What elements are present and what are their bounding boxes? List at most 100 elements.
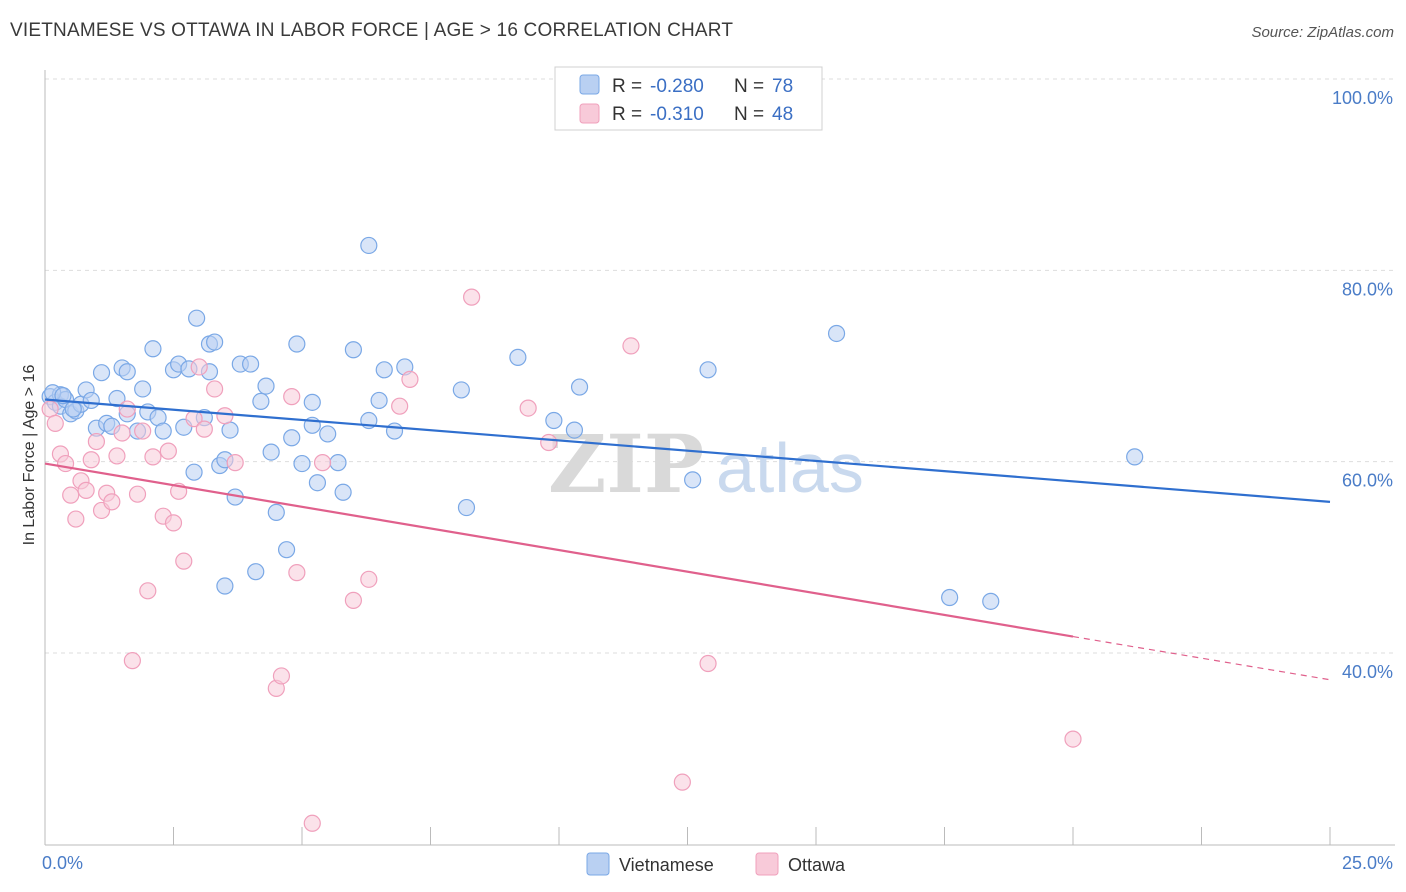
trend-line-ottawa-extension: [1072, 635, 1331, 681]
x-tick-label-end: 25.0%: [1342, 853, 1393, 873]
point-vietnamese: [344, 341, 362, 359]
legend-r-value-1: -0.280: [650, 76, 704, 97]
point-vietnamese: [329, 454, 347, 472]
point-vietnamese: [206, 333, 224, 351]
point-ottawa: [46, 414, 64, 432]
point-vietnamese: [360, 236, 378, 255]
legend-label-vietnamese: Vietnamese: [619, 855, 714, 875]
point-ottawa: [41, 400, 59, 418]
point-ottawa: [108, 447, 126, 465]
point-ottawa: [123, 652, 141, 670]
x-ticks: 0.0% 25.0%: [42, 853, 1393, 873]
legend-n-label-2: N =: [734, 104, 764, 125]
point-ottawa: [206, 380, 224, 398]
point-vietnamese: [565, 421, 584, 439]
point-vietnamese: [221, 421, 239, 439]
point-ottawa: [401, 370, 419, 388]
point-vietnamese: [64, 400, 82, 418]
point-ottawa: [673, 773, 691, 791]
point-vietnamese: [570, 378, 589, 396]
point-vietnamese: [982, 592, 1000, 610]
watermark: ZIP atlas: [548, 417, 864, 511]
point-ottawa: [56, 454, 75, 473]
legend-r-label-1: R =: [612, 76, 642, 97]
point-vietnamese: [134, 380, 152, 398]
point-ottawa: [699, 654, 717, 673]
point-ottawa: [622, 337, 640, 355]
point-ottawa: [77, 481, 95, 499]
point-ottawa: [128, 485, 147, 503]
bottom-swatch-vietnamese: [586, 852, 610, 876]
trend-lines: [44, 398, 1331, 681]
point-vietnamese: [334, 483, 352, 501]
point-ottawa: [82, 451, 100, 469]
point-vietnamese: [257, 377, 275, 395]
y-axis-label: In Labor Force | Age > 16: [21, 365, 38, 546]
point-vietnamese: [288, 335, 306, 353]
point-ottawa: [103, 493, 121, 511]
point-vietnamese: [247, 563, 265, 581]
point-vietnamese: [82, 391, 100, 410]
point-ottawa: [540, 433, 558, 452]
point-vietnamese: [452, 381, 470, 399]
point-vietnamese: [92, 364, 111, 382]
point-vietnamese: [370, 391, 388, 410]
chart-source: Source: ZipAtlas.com: [1251, 24, 1394, 41]
point-ottawa: [134, 422, 152, 440]
trend-line-ottawa: [44, 462, 1074, 638]
point-ottawa: [288, 564, 306, 582]
y-tick-label: 60.0%: [1342, 471, 1393, 491]
point-ottawa: [62, 486, 80, 504]
point-vietnamese: [1126, 448, 1144, 466]
y-ticks: 100.0% 80.0% 60.0% 40.0%: [1332, 88, 1393, 682]
point-ottawa: [159, 442, 177, 460]
point-vietnamese: [303, 393, 321, 411]
point-vietnamese: [242, 355, 260, 373]
point-vietnamese: [277, 541, 296, 559]
point-ottawa: [344, 591, 362, 609]
legend-swatch-vietnamese: [579, 74, 600, 95]
point-vietnamese: [684, 471, 702, 489]
point-ottawa: [1064, 730, 1082, 748]
point-vietnamese: [154, 422, 172, 440]
point-vietnamese: [262, 443, 280, 461]
point-ottawa: [144, 448, 162, 466]
point-vietnamese: [108, 389, 126, 408]
point-vietnamese: [545, 411, 563, 430]
chart-title: VIETNAMESE VS OTTAWA IN LABOR FORCE | AG…: [10, 20, 734, 41]
point-vietnamese: [457, 498, 476, 517]
point-vietnamese: [283, 429, 301, 447]
axes: [44, 70, 1395, 846]
point-vietnamese: [509, 348, 527, 366]
point-vietnamese: [216, 577, 234, 595]
point-vietnamese: [308, 474, 327, 492]
point-ottawa: [216, 407, 234, 425]
point-vietnamese: [252, 392, 270, 410]
point-ottawa: [360, 570, 378, 588]
point-vietnamese: [699, 361, 717, 379]
point-ottawa: [118, 400, 136, 418]
point-vietnamese: [293, 454, 311, 473]
bottom-swatch-ottawa: [755, 852, 779, 876]
point-ottawa: [113, 424, 131, 442]
point-ottawa: [164, 514, 183, 532]
point-ottawa: [139, 582, 157, 600]
point-vietnamese: [144, 340, 162, 358]
point-ottawa: [272, 667, 291, 685]
legend-label-ottawa: Ottawa: [788, 855, 846, 875]
point-ottawa: [313, 454, 332, 472]
y-tick-label: 100.0%: [1332, 88, 1393, 108]
legend-r-value-2: -0.310: [650, 104, 704, 125]
trend-line-vietnamese: [44, 398, 1331, 503]
legend-swatch-ottawa: [579, 103, 600, 124]
point-ottawa: [463, 288, 481, 306]
point-ottawa: [226, 454, 244, 472]
legend-n-value-1: 78: [772, 76, 793, 97]
point-vietnamese: [827, 324, 846, 343]
point-ottawa: [303, 814, 321, 832]
point-ottawa: [175, 552, 193, 570]
point-vietnamese: [188, 309, 206, 327]
point-vietnamese: [267, 503, 285, 521]
watermark-atlas: atlas: [716, 429, 864, 507]
